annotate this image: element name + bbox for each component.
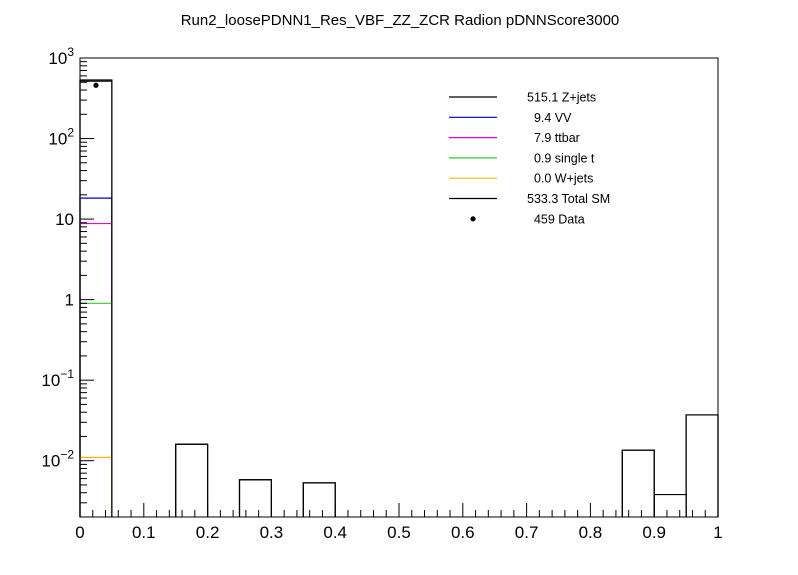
x-tick-label: 0.1 <box>132 523 156 542</box>
x-tick-label: 0 <box>75 523 84 542</box>
y-tick-label: 10−2 <box>41 448 74 471</box>
x-tick-label: 0.2 <box>196 523 220 542</box>
hist-bin-total-sm-18 <box>653 493 687 517</box>
x-tick-label: 0.5 <box>387 523 411 542</box>
hist-bin-z-jets-7 <box>302 482 336 517</box>
y-axis: 10−2 10−1 1 10 102 103 <box>41 45 94 518</box>
hist-bin-z-jets-5 <box>238 479 272 517</box>
histogram-layer <box>79 79 719 517</box>
hist-bin-vv-0 <box>79 197 113 517</box>
data-point-0 <box>93 82 99 88</box>
hist-bin-total-sm-5 <box>238 479 272 517</box>
hist-bin-total-sm-19 <box>685 414 719 517</box>
y-tick-label: 10 <box>55 210 74 229</box>
y-tick-label: 1 <box>65 291 74 310</box>
legend-label: 0.9 single t <box>527 151 595 165</box>
x-axis: 0 0.1 0.2 0.3 0.4 0.5 0.6 0.7 0.8 0.9 1 <box>75 503 723 542</box>
legend-label: 7.9 ttbar <box>527 131 580 145</box>
hist-bin-z-jets-3 <box>175 443 209 517</box>
y-tick-label: 10−1 <box>41 367 74 390</box>
hist-bin-z-jets-19 <box>685 414 719 517</box>
data-points-layer <box>93 82 99 88</box>
legend: 515.1 Z+jets 9.4 VV 7.9 ttbar 0.9 single… <box>449 91 610 226</box>
x-tick-label: 0.9 <box>642 523 666 542</box>
x-tick-label: 0.8 <box>579 523 603 542</box>
hist-bin-total-sm-7 <box>302 482 336 517</box>
legend-marker-point <box>470 216 476 222</box>
hist-bin-z-jets-17 <box>621 449 655 517</box>
y-tick-label: 103 <box>48 45 74 68</box>
y-tick-label: 102 <box>48 126 74 149</box>
hist-bin-w-jets-0 <box>79 456 113 517</box>
legend-label: 459 Data <box>527 212 585 226</box>
legend-label: 9.4 VV <box>527 111 572 125</box>
legend-label: 515.1 Z+jets <box>527 91 596 105</box>
x-tick-label: 0.4 <box>323 523 347 542</box>
legend-label: 533.3 Total SM <box>527 192 610 206</box>
x-tick-label: 0.7 <box>515 523 539 542</box>
chart-title: Run2_loosePDNN1_Res_VBF_ZZ_ZCR Radion pD… <box>181 12 620 29</box>
hist-bin-total-sm-17 <box>621 449 655 517</box>
x-tick-label: 0.6 <box>451 523 475 542</box>
hist-bin-total-sm-0 <box>79 79 113 517</box>
legend-label: 0.0 W+jets <box>527 172 593 186</box>
x-tick-label: 1 <box>713 523 722 542</box>
x-tick-label: 0.3 <box>260 523 284 542</box>
hist-bin-total-sm-3 <box>175 443 209 517</box>
